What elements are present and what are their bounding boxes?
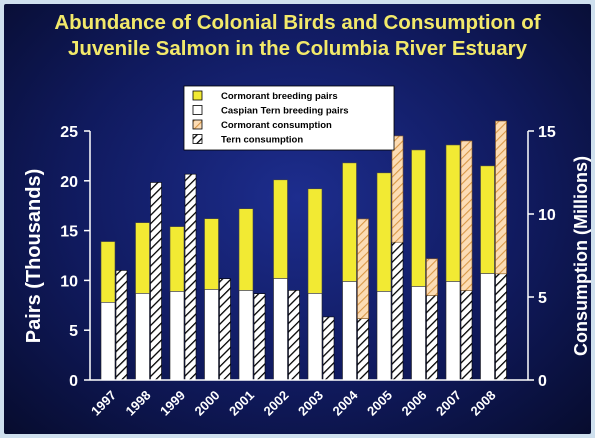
x-tick-label-2008: 2008 (468, 388, 499, 419)
bar-tern-consumption-1999 (184, 173, 197, 381)
x-tick-label-2005: 2005 (364, 388, 395, 419)
bar-cormorant-consumption-2004 (357, 218, 369, 319)
y-tick-label-right-5: 5 (538, 290, 547, 307)
bar-cormorant-pairs-1998 (135, 222, 150, 294)
x-tick-label-1999: 1999 (157, 388, 188, 419)
x-tick-label-1998: 1998 (123, 388, 154, 419)
bar-cormorant-consumption-2006 (426, 258, 438, 296)
y-axis-label-right: Consumption (Millions) (571, 156, 591, 356)
x-tick-label-2003: 2003 (295, 388, 326, 419)
legend-label-tern_pairs: Caspian Tern breeding pairs (221, 106, 349, 117)
legend-swatch-cormorant_consumption (192, 119, 203, 130)
bar-tern-consumption-2007 (460, 290, 473, 381)
bar-tern-consumption-2006 (426, 295, 438, 381)
bar-tern-consumption-2001 (253, 293, 266, 381)
legend: Cormorant breeding pairs Caspian Tern bre… (183, 85, 395, 151)
bar-tern-consumption-1998 (150, 182, 162, 381)
chart-title-line-2: Juvenile Salmon in the Columbia River Es… (67, 37, 528, 60)
y-tick-label-right-15: 15 (538, 124, 556, 141)
bar-cormorant-consumption-2005 (391, 135, 404, 243)
legend-swatch-tern_consumption (192, 134, 203, 144)
bars-group (100, 120, 507, 381)
bar-cormorant-pairs-2002 (273, 179, 288, 279)
bar-tern-consumption-2004 (357, 318, 369, 381)
bar-tern-consumption-2002 (288, 290, 300, 381)
y-tick-label-right-10: 10 (538, 207, 556, 224)
x-tick-label-2004: 2004 (330, 387, 362, 419)
y-tick-label-right-0: 0 (538, 373, 547, 390)
bar-cormorant-pairs-2008 (480, 165, 495, 274)
bar-tern-consumption-2003 (322, 316, 335, 381)
legend-box (183, 85, 395, 151)
y-tick-label-left-20: 20 (60, 174, 78, 191)
legend-swatch-tern_pairs (192, 105, 203, 115)
bar-tern-pairs-2005 (376, 291, 392, 381)
bar-cormorant-pairs-2000 (204, 218, 219, 290)
bar-cormorant-consumption-2007 (460, 140, 473, 291)
y-tick-label-left-15: 15 (60, 224, 78, 241)
bar-cormorant-consumption-2008 (495, 120, 507, 275)
chart-title-line-1: Abundance of Colonial Birds and Consumpt… (54, 11, 541, 34)
bar-cormorant-pairs-2003 (307, 188, 323, 294)
legend-label-cormorant_consumption: Cormorant consumption (221, 120, 332, 131)
bar-tern-pairs-2007 (445, 281, 461, 381)
legend-swatch-cormorant_pairs (192, 90, 203, 101)
y-tick-label-left-5: 5 (69, 323, 78, 340)
bar-tern-consumption-2008 (495, 273, 507, 381)
bar-cormorant-pairs-2005 (376, 172, 392, 292)
x-tick-label-2006: 2006 (399, 388, 430, 419)
bar-cormorant-pairs-2006 (411, 149, 426, 287)
y-tick-label-left-25: 25 (60, 124, 78, 141)
y-axis-label-left: Pairs (Thousands) (23, 169, 45, 343)
bar-cormorant-pairs-1999 (169, 226, 185, 292)
bar-tern-pairs-1998 (135, 293, 150, 381)
bar-tern-pairs-2006 (411, 286, 426, 381)
bar-tern-pairs-2004 (342, 281, 357, 381)
bar-tern-pairs-2002 (273, 278, 288, 381)
legend-label-cormorant_pairs: Cormorant breeding pairs (221, 91, 338, 102)
bar-tern-pairs-1999 (169, 291, 185, 381)
bar-tern-pairs-2003 (307, 293, 323, 381)
bar-cormorant-pairs-1997 (100, 241, 116, 303)
bar-cormorant-pairs-2004 (342, 162, 357, 282)
x-tick-label-2007: 2007 (433, 388, 464, 419)
y-tick-label-left-10: 10 (60, 273, 78, 290)
x-tick-label-1997: 1997 (88, 388, 119, 419)
x-tick-label-2000: 2000 (192, 388, 223, 419)
bar-tern-consumption-2005 (391, 241, 404, 381)
bar-tern-consumption-2000 (219, 278, 231, 381)
bar-tern-consumption-1997 (115, 270, 128, 381)
chart-title: Abundance of Colonial Birds and Consumpt… (0, 10, 595, 62)
bar-cormorant-pairs-2007 (445, 144, 461, 282)
bar-tern-pairs-1997 (100, 302, 116, 381)
y-tick-label-left-0: 0 (69, 373, 78, 390)
bar-tern-pairs-2008 (480, 273, 495, 381)
x-tick-label-2001: 2001 (226, 388, 257, 419)
bar-tern-pairs-2001 (238, 290, 254, 381)
x-tick-label-2002: 2002 (261, 388, 292, 419)
bar-cormorant-pairs-2001 (238, 208, 254, 291)
legend-label-tern_consumption: Tern consumption (221, 135, 303, 146)
bar-tern-pairs-2000 (204, 289, 219, 381)
